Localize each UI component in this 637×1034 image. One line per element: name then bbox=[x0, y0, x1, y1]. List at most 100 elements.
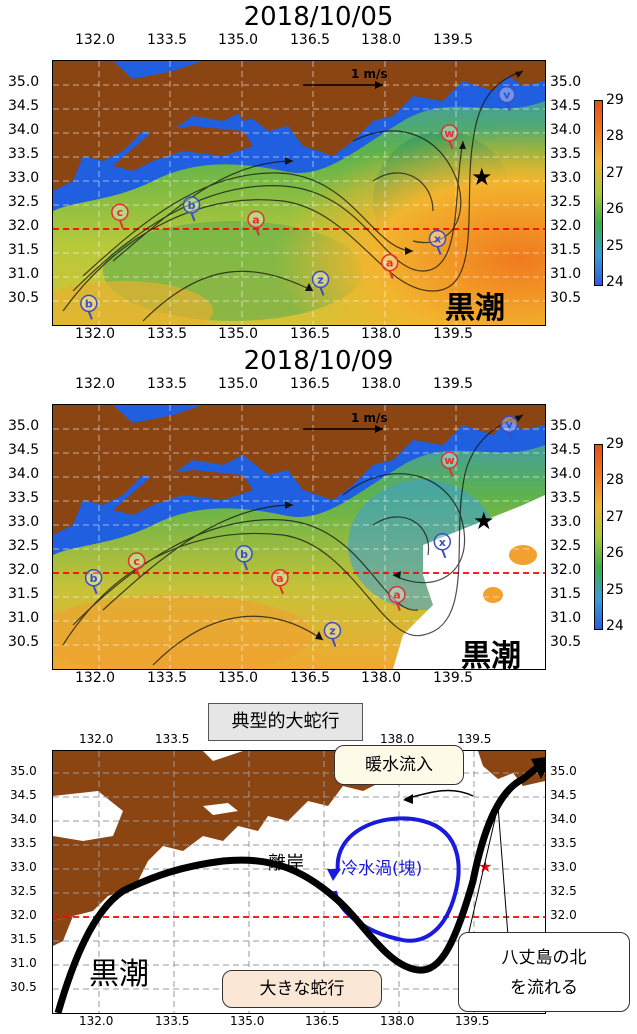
lat-tick: 35.0 bbox=[550, 418, 582, 434]
buoy-marker: x bbox=[433, 533, 452, 559]
hachijo-callout-line2: を流れる bbox=[510, 978, 578, 998]
panel1-left-lat-ticks: 35.0 34.5 34.0 33.5 33.0 32.5 32.0 31.5 … bbox=[8, 60, 52, 324]
lon-tick: 139.5 bbox=[433, 670, 474, 686]
buoy-id: a bbox=[386, 257, 393, 270]
lat-tick: 34.5 bbox=[8, 98, 40, 114]
buoy-id: z bbox=[317, 273, 323, 286]
lat-tick: 34.0 bbox=[550, 812, 577, 826]
colorbar-tick: 28 bbox=[606, 128, 624, 144]
cold-eddy-label: 冷水渦(塊) bbox=[341, 859, 423, 879]
big-meander-callout: 大きな蛇行 bbox=[222, 970, 382, 1008]
panel1-top-lon-ticks: 132.0 133.5 135.0 136.5 138.0 139.5 bbox=[52, 32, 544, 52]
lat-tick: 32.0 bbox=[8, 218, 40, 234]
lon-tick: 139.5 bbox=[433, 32, 474, 48]
buoy-marker: v bbox=[500, 415, 518, 441]
lon-tick: 138.0 bbox=[361, 32, 402, 48]
buoy-id: c bbox=[133, 555, 140, 568]
lat-tick: 35.0 bbox=[550, 74, 582, 90]
lat-tick: 33.0 bbox=[550, 860, 577, 874]
colorbar-tick: 29 bbox=[606, 436, 624, 452]
lon-tick: 135.0 bbox=[218, 326, 259, 342]
buoy-id: a bbox=[252, 213, 259, 226]
lat-tick: 34.0 bbox=[10, 812, 37, 826]
lat-tick: 32.0 bbox=[550, 908, 577, 922]
buoy-marker: w bbox=[440, 124, 459, 150]
lon-tick: 132.0 bbox=[75, 32, 116, 48]
lat-tick: 31.5 bbox=[550, 586, 582, 602]
lat-tick: 33.0 bbox=[8, 170, 40, 186]
schematic-right-lat-ticks: 35.0 34.5 34.0 33.5 33.0 32.5 32.0 bbox=[550, 750, 590, 940]
colorbar-tick: 29 bbox=[606, 92, 624, 108]
buoy-marker: a bbox=[247, 210, 265, 236]
buoy-marker: b bbox=[84, 569, 103, 595]
lat-tick: 35.0 bbox=[8, 418, 40, 434]
buoy-id: v bbox=[503, 89, 511, 102]
lon-tick: 138.0 bbox=[361, 670, 402, 686]
lon-tick: 132.0 bbox=[79, 1014, 114, 1028]
lat-tick: 35.0 bbox=[8, 74, 40, 90]
panel2-colorbar-ticks: 29 28 27 26 25 24 bbox=[606, 436, 636, 636]
lat-tick: 31.5 bbox=[10, 932, 37, 946]
colorbar-tick: 27 bbox=[606, 509, 624, 525]
lon-tick: 133.5 bbox=[155, 1014, 190, 1028]
lat-tick: 34.0 bbox=[8, 466, 40, 482]
buoy-marker: z bbox=[311, 270, 330, 296]
colorbar-tick: 27 bbox=[606, 165, 624, 181]
lat-tick: 31.0 bbox=[8, 266, 40, 282]
lat-tick: 30.5 bbox=[550, 634, 582, 650]
lat-tick: 33.5 bbox=[10, 836, 37, 850]
lat-tick: 33.5 bbox=[550, 146, 582, 162]
svg-text:★: ★ bbox=[478, 857, 492, 876]
lat-tick: 32.5 bbox=[8, 194, 40, 210]
lat-tick: 31.0 bbox=[8, 610, 40, 626]
lon-tick: 138.0 bbox=[380, 1014, 415, 1028]
panel2-title: 2018/10/09 bbox=[243, 346, 394, 376]
lon-tick: 138.0 bbox=[380, 732, 415, 746]
panel1-bottom-lon-ticks: 132.0 133.5 135.0 136.5 138.0 139.5 bbox=[52, 326, 544, 346]
lat-tick: 33.0 bbox=[8, 514, 40, 530]
colorbar-tick: 26 bbox=[606, 545, 624, 561]
lat-tick: 34.0 bbox=[550, 122, 582, 138]
lon-tick: 136.5 bbox=[290, 376, 331, 392]
lat-tick: 34.5 bbox=[550, 98, 582, 114]
lon-tick: 136.5 bbox=[305, 1014, 340, 1028]
lat-tick: 35.0 bbox=[550, 764, 577, 778]
lon-tick: 132.0 bbox=[79, 732, 114, 746]
buoy-marker: x bbox=[428, 229, 447, 255]
lon-tick: 139.5 bbox=[457, 732, 492, 746]
colorbar-tick: 26 bbox=[606, 201, 624, 217]
lat-tick: 33.5 bbox=[8, 146, 40, 162]
lat-tick: 32.0 bbox=[10, 908, 37, 922]
lat-tick: 35.0 bbox=[10, 764, 37, 778]
lat-tick: 31.0 bbox=[10, 956, 37, 970]
lat-tick: 30.5 bbox=[10, 980, 37, 994]
lon-tick: 133.5 bbox=[147, 32, 188, 48]
lat-tick: 32.5 bbox=[8, 538, 40, 554]
schematic-title: 典型的大蛇行 bbox=[208, 703, 363, 741]
lon-tick: 133.5 bbox=[155, 732, 190, 746]
lat-tick: 30.5 bbox=[550, 290, 582, 306]
buoy-id: z bbox=[329, 625, 335, 638]
buoy-id: a bbox=[276, 572, 283, 585]
panel1-map: ★ b c b a z a x w v 1 m/s 黒潮 bbox=[52, 60, 546, 326]
panel1-scale-label: 1 m/s bbox=[351, 67, 388, 81]
lat-tick: 33.5 bbox=[550, 836, 577, 850]
panel1-colorbar bbox=[594, 100, 603, 286]
buoy-id: b bbox=[90, 572, 98, 585]
colorbar-tick: 28 bbox=[606, 472, 624, 488]
buoy-id: a bbox=[393, 589, 400, 602]
buoy-marker: c bbox=[127, 552, 146, 578]
lon-tick: 136.5 bbox=[290, 326, 331, 342]
lat-tick: 34.5 bbox=[550, 442, 582, 458]
buoy-marker: z bbox=[323, 621, 342, 647]
panel2-scale-label: 1 m/s bbox=[351, 411, 388, 425]
lon-tick: 139.5 bbox=[433, 326, 474, 342]
colorbar-tick: 24 bbox=[606, 618, 624, 634]
buoy-id: v bbox=[506, 418, 514, 431]
lat-tick: 32.0 bbox=[8, 562, 40, 578]
lat-tick: 31.5 bbox=[8, 242, 40, 258]
lon-tick: 138.0 bbox=[361, 326, 402, 342]
lat-tick: 33.5 bbox=[550, 490, 582, 506]
buoy-marker: a bbox=[388, 585, 406, 611]
colorbar-tick: 25 bbox=[606, 238, 624, 254]
